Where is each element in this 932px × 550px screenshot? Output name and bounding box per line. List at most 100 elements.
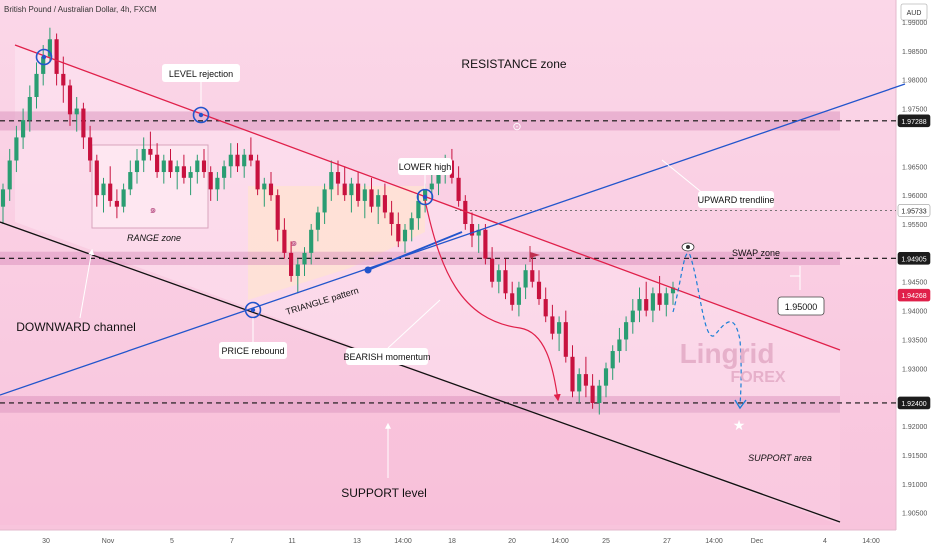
candle <box>550 304 555 340</box>
candle-body <box>168 160 173 173</box>
candle <box>289 241 294 282</box>
candle <box>476 224 481 253</box>
candle <box>201 148 207 178</box>
candle <box>503 258 508 300</box>
star-icon: ★ <box>733 417 746 433</box>
upward-trendline <box>0 83 906 396</box>
time-tick-label: 4 <box>823 538 827 545</box>
candle <box>88 125 93 173</box>
support-area-box <box>0 413 840 525</box>
candle-body <box>550 316 555 334</box>
candle-body <box>248 154 253 161</box>
candle-body <box>382 195 387 213</box>
candle <box>275 189 280 242</box>
candle-body <box>530 270 535 282</box>
candle <box>389 200 394 236</box>
candle <box>295 258 300 294</box>
candle-body <box>275 195 280 230</box>
candle <box>208 166 213 201</box>
candle-body <box>637 299 642 311</box>
candle <box>583 356 588 398</box>
candle <box>74 96 79 132</box>
candle <box>356 172 361 207</box>
resistance-zone-label: RESISTANCE zone <box>461 57 566 71</box>
candle <box>617 327 622 363</box>
upward-trendline-label: UPWARD trendline <box>698 195 775 205</box>
candle-body <box>630 310 635 323</box>
time-tick-label: 14:00 <box>394 538 412 545</box>
candle-body <box>181 166 186 178</box>
symbol-title: British Pound / Australian Dollar, 4h, F… <box>4 5 157 14</box>
time-tick-label: Dec <box>751 538 764 545</box>
candle-body <box>516 287 521 305</box>
candle-body <box>155 154 160 173</box>
currency-label: AUD <box>907 10 922 17</box>
time-tick-label: 14:00 <box>862 538 880 545</box>
candle-body <box>67 85 73 115</box>
candle-body <box>141 148 146 161</box>
candle <box>590 374 595 409</box>
zone-bands <box>0 111 840 413</box>
flag-icon <box>530 252 540 258</box>
candle-body <box>94 160 99 196</box>
marker-circle-level-rejection <box>192 106 210 124</box>
time-tick-label: 30 <box>42 538 50 545</box>
candle <box>483 224 488 265</box>
candle <box>268 172 274 201</box>
candle-body <box>577 374 582 392</box>
currency-badge[interactable] <box>900 3 928 21</box>
candle-body <box>322 189 327 213</box>
candle-body <box>108 183 113 201</box>
marker-dot-lower-high <box>422 194 428 200</box>
marker-circle-price-rebound <box>244 301 262 319</box>
price-tick-label: 1.94000 <box>902 309 927 316</box>
candle <box>155 143 160 178</box>
range-zone-label: RANGE zone <box>127 233 181 243</box>
candle-body <box>235 154 240 167</box>
price-tick-label: 1.94500 <box>902 280 927 287</box>
candle-body <box>54 39 59 74</box>
candle <box>536 270 542 305</box>
candle <box>34 62 39 109</box>
candle <box>54 33 59 86</box>
candle <box>47 27 52 63</box>
bearish-momentum-arrow <box>424 199 561 402</box>
price-axis-panel <box>896 0 932 550</box>
candle-body <box>289 252 294 276</box>
candle-body <box>222 166 227 178</box>
candle <box>121 183 126 213</box>
candle <box>530 252 535 288</box>
candle-body <box>262 183 267 190</box>
candle <box>181 154 186 184</box>
candle <box>624 316 629 352</box>
time-tick-label: 5 <box>170 538 174 545</box>
dashed-levels <box>0 120 896 404</box>
price-tick-label: 1.96500 <box>902 164 927 171</box>
projected-price-path <box>672 252 742 406</box>
price-tag-label: 1.97288 <box>901 119 926 126</box>
marker-dot-top <box>41 54 47 60</box>
resistance-band <box>0 111 840 131</box>
candle-body <box>21 120 26 138</box>
candle-body <box>201 160 207 173</box>
candle-body <box>543 299 548 317</box>
price-tick-label: 1.91500 <box>902 453 927 460</box>
bell-icon: ⊙ <box>512 121 521 133</box>
candle <box>563 310 568 363</box>
candle-body <box>617 339 622 352</box>
candle <box>309 224 314 265</box>
candle-body <box>536 281 542 300</box>
time-tick-label: Nov <box>102 538 115 545</box>
marker-dot-price-rebound <box>250 307 256 313</box>
candle-body <box>34 73 39 97</box>
time-tick-label: 11 <box>288 538 295 545</box>
price-tick-label: 1.93000 <box>902 366 927 373</box>
candle <box>597 379 602 415</box>
time-axis: 30 Nov 5 7 11 13 14:00 18 20 14:00 25 27 14:00 Dec 4 14… <box>42 538 880 545</box>
candle-body <box>268 183 274 196</box>
candle <box>603 362 609 398</box>
candle <box>134 148 140 184</box>
candle <box>94 154 99 207</box>
candle <box>101 177 106 213</box>
